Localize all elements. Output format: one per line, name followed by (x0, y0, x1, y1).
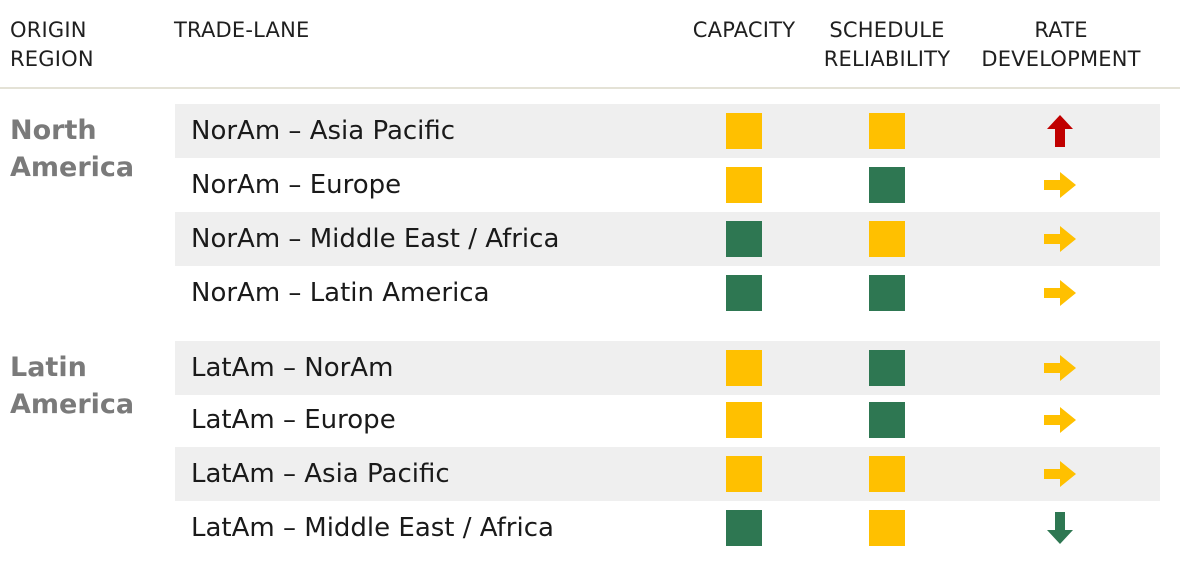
capacity-indicator (726, 113, 762, 149)
table-row: LatAm – NorAm (175, 341, 1160, 395)
schedule-indicator (869, 167, 905, 203)
header-capacity: CAPACITY (692, 18, 796, 42)
arrow-right-icon (1040, 456, 1080, 492)
arrow-right-icon (1040, 350, 1080, 386)
header-schedule-line2: RELIABILITY (823, 47, 951, 71)
header-schedule-reliability: SCHEDULE RELIABILITY (816, 16, 958, 74)
schedule-indicator (869, 350, 905, 386)
table-row: NorAm – Middle East / Africa (175, 212, 1160, 266)
table-row: LatAm – Middle East / Africa (175, 501, 1160, 555)
header-divider (0, 87, 1180, 89)
header-trade-lane: TRADE-LANE (174, 18, 310, 42)
region-north-america: North America (10, 112, 134, 186)
lane-label: NorAm – Latin America (191, 278, 490, 308)
header-rate-development: RATE DEVELOPMENT (966, 16, 1156, 74)
schedule-indicator (869, 402, 905, 438)
arrow-down-icon (1040, 510, 1080, 546)
arrow-up-icon (1040, 113, 1080, 149)
header-rate-line2: DEVELOPMENT (981, 47, 1141, 71)
header-schedule-line1: SCHEDULE (829, 18, 945, 42)
region-latin-america: Latin America (10, 349, 134, 423)
arrow-right-icon (1040, 275, 1080, 311)
lane-label: LatAm – Asia Pacific (191, 459, 450, 489)
table-row: LatAm – Asia Pacific (175, 447, 1160, 501)
schedule-indicator (869, 221, 905, 257)
capacity-indicator (726, 221, 762, 257)
region-name-line1: North (10, 115, 97, 146)
lane-label: NorAm – Middle East / Africa (191, 224, 560, 254)
header-origin-line2: REGION (10, 47, 94, 71)
capacity-indicator (726, 402, 762, 438)
capacity-indicator (726, 456, 762, 492)
lane-label: LatAm – Europe (191, 405, 396, 435)
arrow-right-icon (1040, 167, 1080, 203)
lane-label: NorAm – Europe (191, 170, 402, 200)
schedule-indicator (869, 510, 905, 546)
capacity-indicator (726, 510, 762, 546)
header-origin-line1: ORIGIN (10, 18, 87, 42)
schedule-indicator (869, 456, 905, 492)
schedule-indicator (869, 275, 905, 311)
lane-label: LatAm – NorAm (191, 353, 394, 383)
capacity-indicator (726, 350, 762, 386)
capacity-indicator (726, 275, 762, 311)
arrow-right-icon (1040, 402, 1080, 438)
header-rate-line1: RATE (1034, 18, 1088, 42)
region-name-line2: America (10, 152, 135, 183)
header-origin-region: ORIGIN REGION (10, 16, 94, 74)
table-row: NorAm – Europe (175, 158, 1160, 212)
lane-label: LatAm – Middle East / Africa (191, 513, 554, 543)
capacity-indicator (726, 167, 762, 203)
table-row: NorAm – Latin America (175, 266, 1160, 320)
region-name-line2: America (10, 389, 135, 420)
arrow-right-icon (1040, 221, 1080, 257)
region-name-line1: Latin (10, 352, 87, 383)
table-row: LatAm – Europe (175, 393, 1160, 447)
schedule-indicator (869, 113, 905, 149)
table-row: NorAm – Asia Pacific (175, 104, 1160, 158)
lane-label: NorAm – Asia Pacific (191, 116, 456, 146)
